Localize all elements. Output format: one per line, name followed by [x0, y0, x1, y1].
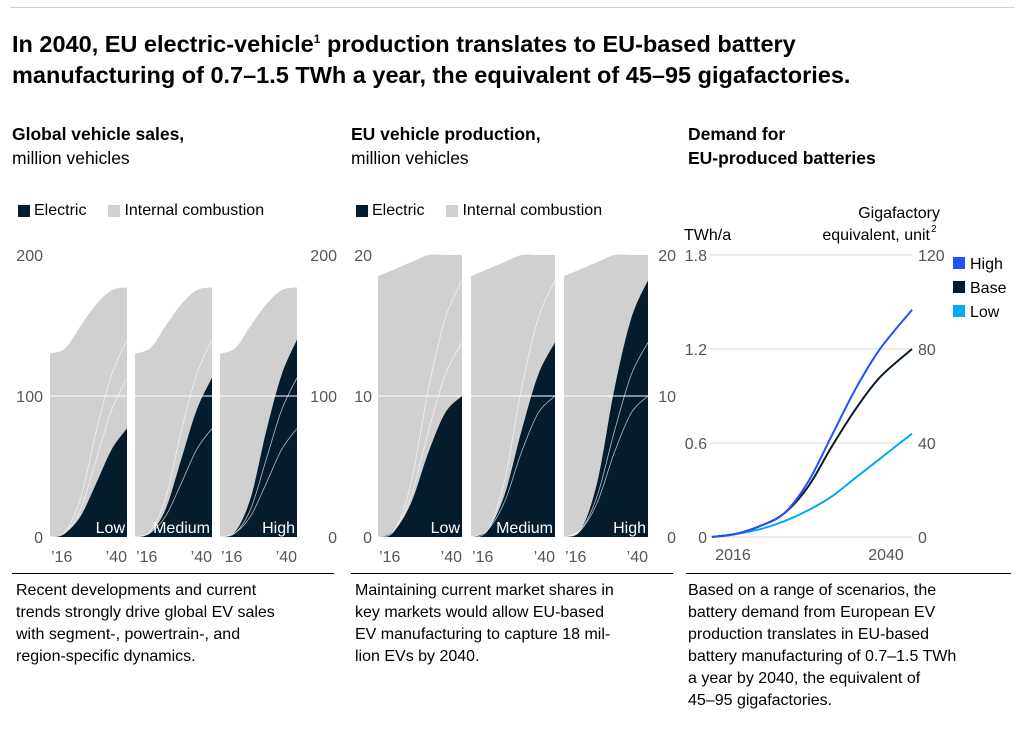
x-tick-label: ’40 — [441, 549, 462, 566]
y2-tick-label: 120 — [918, 248, 945, 265]
reference-line-medium — [49, 377, 128, 538]
reference-line-high — [49, 339, 128, 538]
x-tick-label: ’16 — [472, 549, 493, 566]
x-tick-label: ’40 — [191, 549, 212, 566]
eu-legend: Electric Internal combustion — [356, 202, 624, 220]
x-tick-label: ’40 — [627, 549, 648, 566]
scenario-label-low: Low — [96, 520, 126, 537]
global-caption: Recent developments and current trends st… — [16, 582, 275, 665]
demand-panel-title: Demand for EU-produced batteries — [688, 124, 876, 168]
electric-area-high — [564, 280, 648, 537]
legend-label-high: High — [970, 256, 1003, 273]
y-tick-label: 100 — [16, 389, 43, 406]
y-tick-label-right: 200 — [310, 248, 337, 265]
x-tick-label: 2040 — [868, 547, 904, 564]
y-tick-label: 200 — [16, 248, 43, 265]
y-tick-label: 0.6 — [685, 436, 707, 453]
reference-line-medium — [219, 377, 298, 538]
electric-area-high — [220, 339, 297, 537]
x-tick-label: ’40 — [276, 549, 297, 566]
y2-tick-label: 80 — [918, 342, 936, 359]
x-tick-label: ’16 — [565, 549, 586, 566]
x-tick-label: ’40 — [106, 549, 127, 566]
global-separator — [12, 573, 334, 574]
eu-caption: Maintaining current market shares in key … — [355, 582, 614, 665]
scenario-label-low: Low — [431, 520, 461, 537]
reference-line-high — [377, 280, 463, 538]
right-axis-label-1: Gigafactory — [858, 205, 940, 222]
y-tick-label: 1.2 — [685, 342, 707, 359]
y-tick-label: 1.8 — [685, 248, 707, 265]
legend-electric: Electric — [356, 202, 424, 220]
y-tick-label-right: 0 — [328, 530, 337, 547]
scenario-label-medium: Medium — [496, 520, 553, 537]
electric-area-low — [378, 396, 462, 537]
legend-label-low: Low — [970, 304, 1000, 321]
global-legend: Electric Internal combustion — [18, 202, 286, 220]
eu-panel-title: EU vehicle production, million vehicles — [351, 124, 541, 168]
x-tick-label: ’16 — [221, 549, 242, 566]
battery-demand-chart: TWh/a Gigafactory equivalent, unit 2 0 0.… — [684, 205, 1007, 564]
y-tick-label: 0 — [363, 530, 372, 547]
global-vehicle-sales-chart: 0 0 100 100 200 200 Low ’16 ’40 Medium ’16 ’40 High ’… — [16, 248, 337, 566]
legend-ice: Internal combustion — [108, 202, 264, 220]
x-tick-label: ’40 — [534, 549, 555, 566]
page-title: In 2040, EU electric-vehicle1 production… — [12, 30, 851, 88]
scenario-label-high: High — [262, 520, 295, 537]
legend-swatch-base — [953, 281, 965, 293]
reference-line-low — [134, 428, 213, 538]
electric-area-medium — [135, 377, 212, 537]
y-tick-label: 20 — [354, 248, 372, 265]
left-axis-label: TWh/a — [684, 227, 731, 244]
legend-swatch-high — [953, 257, 965, 269]
y-tick-label-right: 20 — [658, 248, 676, 265]
series-line-high — [711, 309, 913, 538]
global-panel-title: Global vehicle sales, million vehicles — [12, 124, 185, 168]
y2-tick-label: 0 — [918, 530, 927, 547]
top-rule — [10, 7, 1015, 8]
scenario-label-high: High — [613, 520, 646, 537]
y-tick-label-right: 100 — [310, 389, 337, 406]
y-tick-label: 0 — [698, 530, 707, 547]
legend-ice: Internal combustion — [446, 202, 602, 220]
series-line-low — [711, 432, 913, 538]
x-tick-label: ’16 — [379, 549, 400, 566]
x-tick-label: ’16 — [51, 549, 72, 566]
electric-area-low — [50, 428, 127, 537]
right-axis-sup: 2 — [931, 224, 937, 235]
y-tick-label-right: 10 — [658, 389, 676, 406]
demand-separator — [686, 573, 1011, 574]
y-tick-label-right: 0 — [667, 530, 676, 547]
x-tick-label: 2016 — [715, 547, 751, 564]
y2-tick-label: 40 — [918, 436, 936, 453]
legend-label-base: Base — [970, 280, 1007, 297]
y-tick-label: 10 — [354, 389, 372, 406]
reference-line-medium — [563, 342, 649, 538]
reference-line-low — [470, 395, 556, 538]
demand-caption: Based on a range of scenarios, the batter… — [688, 582, 957, 709]
reference-line-high — [470, 280, 556, 538]
x-tick-label: ’16 — [136, 549, 157, 566]
electric-area-medium — [471, 342, 555, 537]
legend-electric: Electric — [18, 202, 86, 220]
y-tick-label: 0 — [34, 530, 43, 547]
eu-separator — [351, 573, 673, 574]
legend-swatch-low — [953, 305, 965, 317]
right-axis-label-2: equivalent, unit — [822, 227, 930, 244]
reference-line-high — [134, 339, 213, 538]
scenario-label-medium: Medium — [153, 520, 210, 537]
